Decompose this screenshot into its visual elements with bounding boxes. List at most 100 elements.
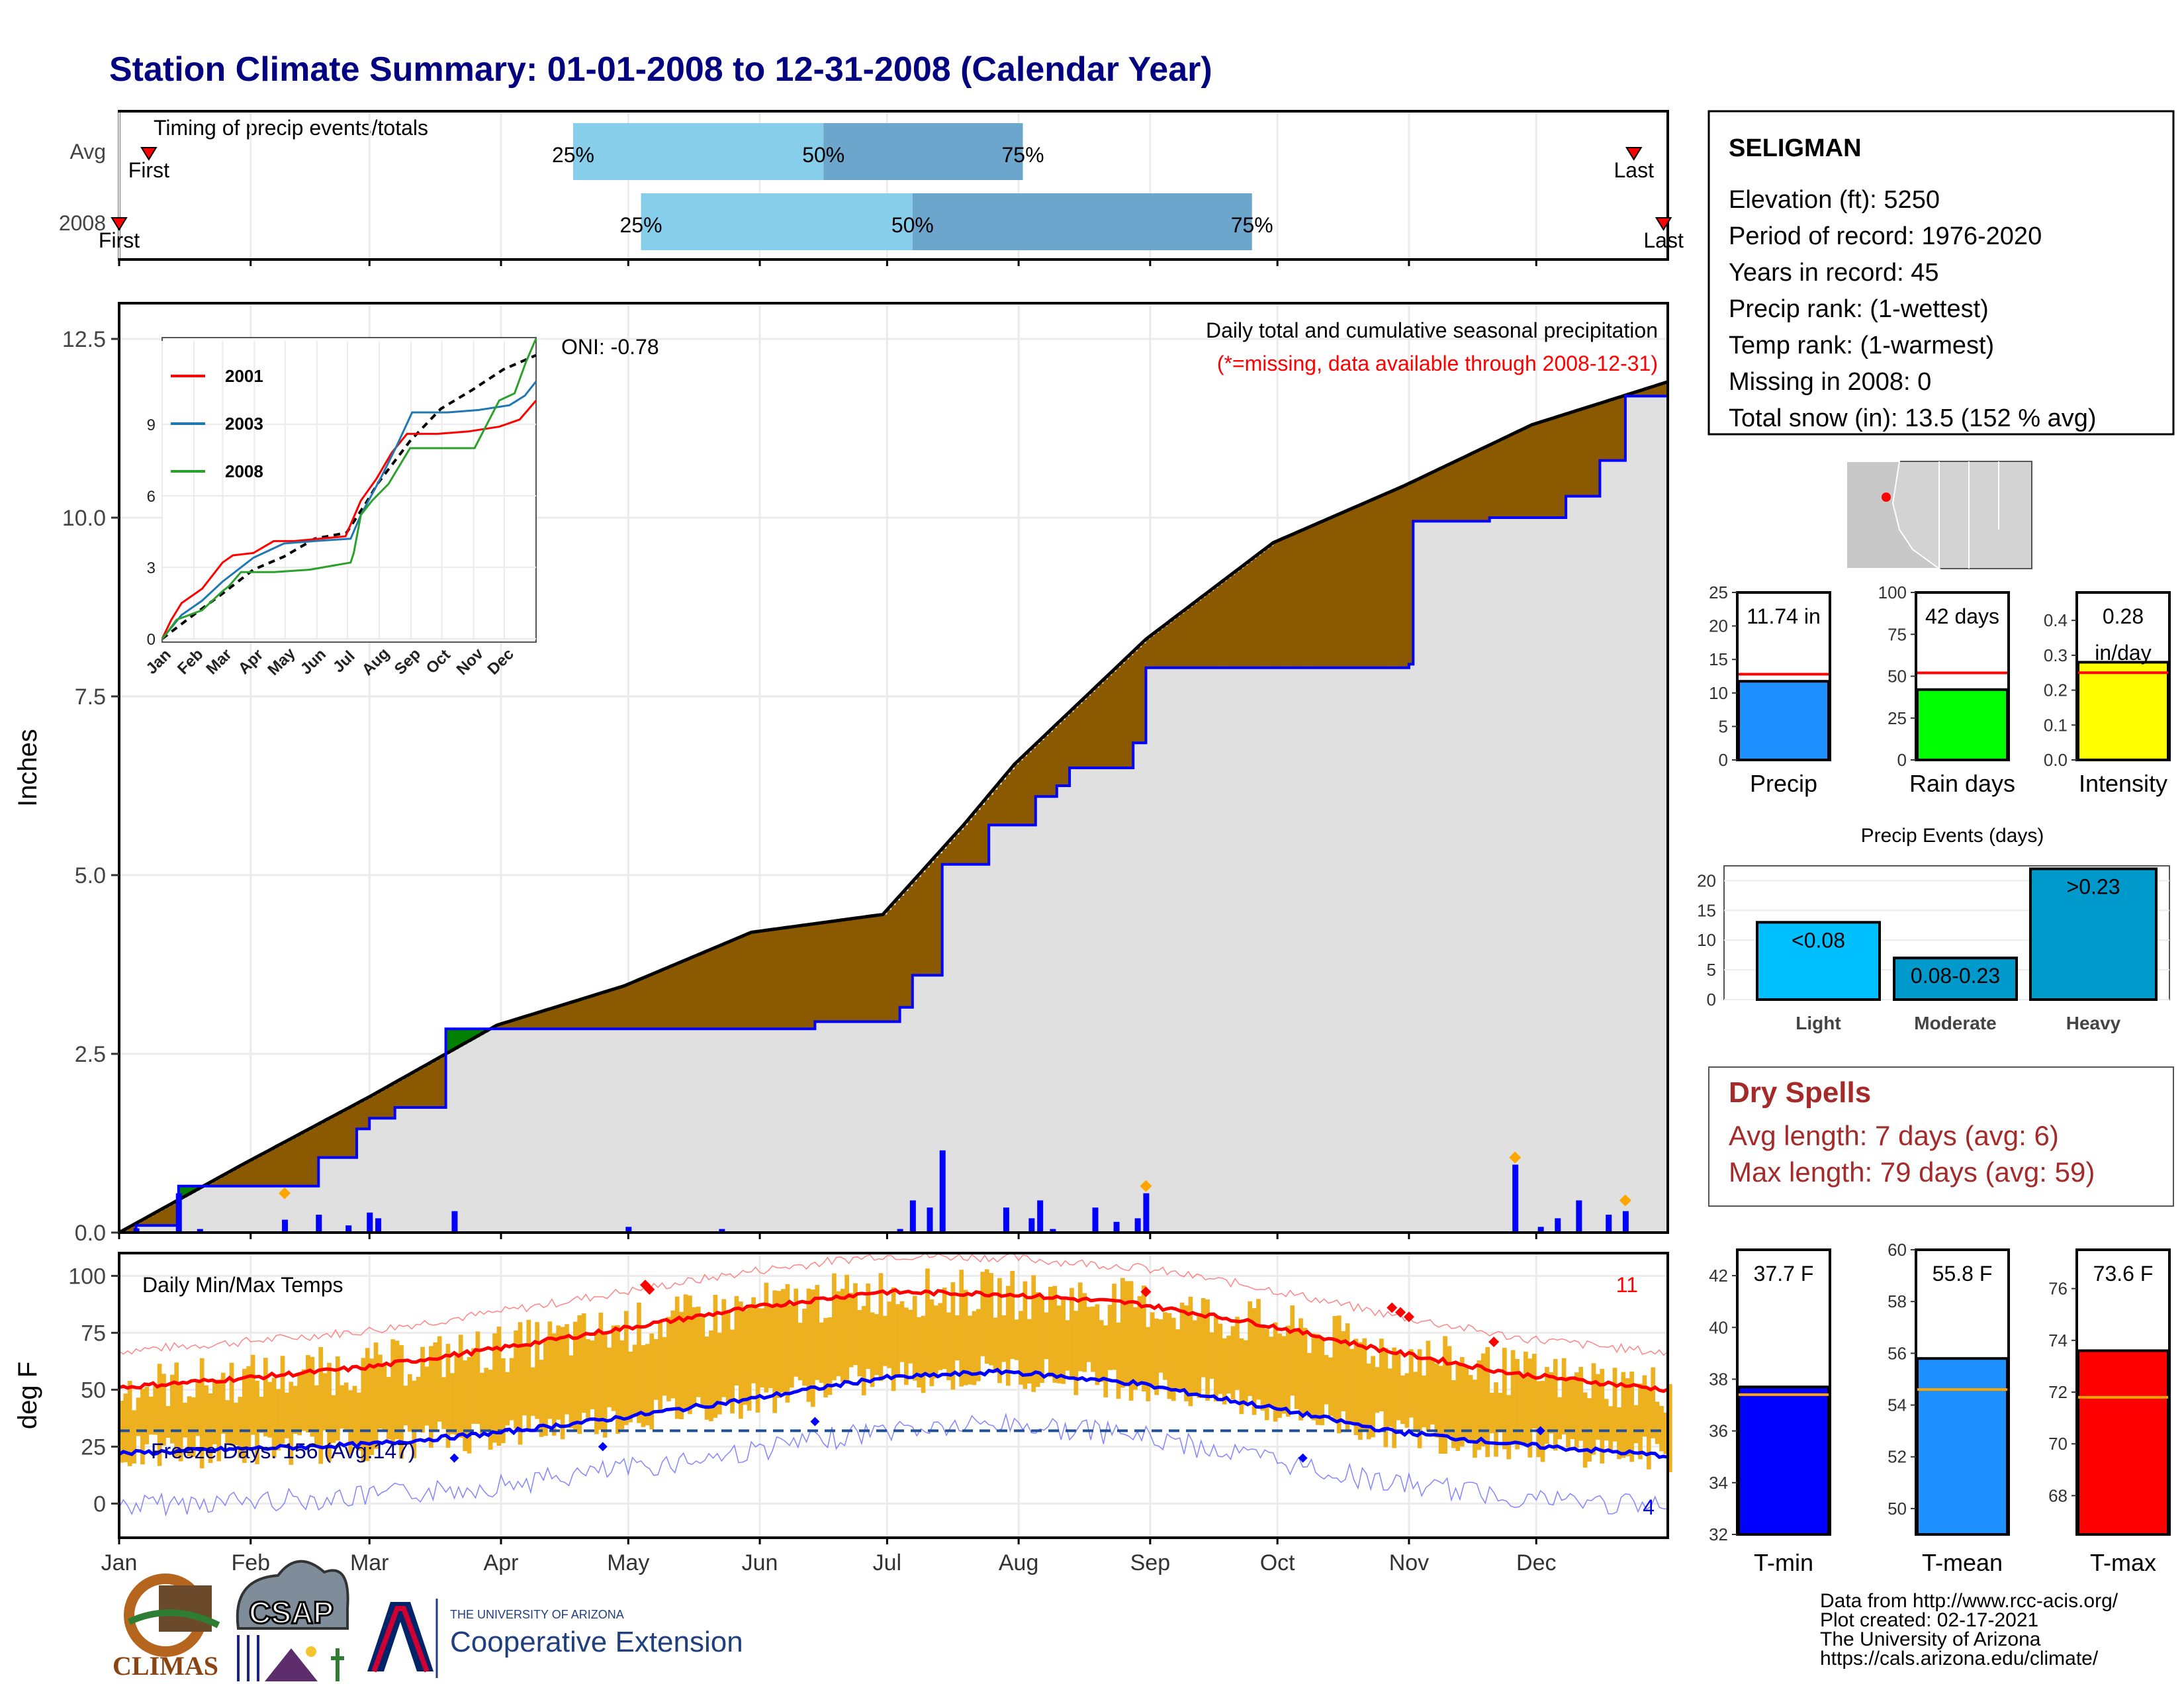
below-average-fill (632, 982, 637, 1029)
below-average-fill (157, 1211, 162, 1226)
cumulative-base-fill (739, 1029, 744, 1233)
cumulative-base-fill (887, 1021, 892, 1233)
below-average-fill (1069, 712, 1075, 768)
cumulative-base-fill (357, 1129, 362, 1233)
below-average-fill (429, 1063, 434, 1107)
daily-temp-bar (917, 1317, 921, 1387)
daily-temp-bar (1150, 1312, 1155, 1386)
cumulative-base-fill (785, 1029, 790, 1233)
below-average-fill (556, 1007, 561, 1029)
cumulative-base-fill (191, 1192, 196, 1233)
cumulative-base-fill (1336, 667, 1342, 1233)
cumulative-base-fill (1277, 667, 1283, 1233)
daily-temp-bar (1642, 1375, 1647, 1437)
below-average-fill (972, 815, 977, 865)
cumulative-base-fill (1158, 667, 1163, 1233)
cumulative-base-fill (1621, 460, 1626, 1233)
cumulative-base-fill (857, 1021, 862, 1233)
cumulative-base-fill (1019, 825, 1024, 1233)
month-label-nov: Nov (1389, 1550, 1429, 1575)
daily-temp-bar (1146, 1327, 1151, 1401)
below-average-fill (212, 1181, 218, 1186)
below-average-fill (285, 1142, 290, 1186)
cumulative-base-fill (946, 864, 952, 1233)
cumulative-base-fill (1052, 796, 1058, 1233)
below-average-fill (666, 968, 672, 1029)
below-average-fill (968, 820, 973, 865)
cumulative-base-fill (378, 1118, 383, 1233)
below-average-fill (1443, 467, 1448, 522)
daily-temp-bar (598, 1312, 604, 1430)
below-average-fill (522, 1017, 527, 1029)
below-average-fill (827, 921, 833, 1022)
below-average-fill (437, 1058, 442, 1107)
below-average-fill (670, 966, 676, 1029)
daily-temp-bar (848, 1293, 854, 1368)
daily-precip-bar (316, 1215, 322, 1233)
cumulative-base-fill (764, 1029, 769, 1233)
below-average-fill (848, 919, 854, 1022)
cumulative-base-fill (565, 1029, 570, 1233)
daily-temp-bar (942, 1288, 947, 1370)
below-average-fill (776, 929, 782, 1029)
average-cumulative-line (118, 380, 1668, 1235)
cumulative-base-fill (1044, 796, 1049, 1233)
cumulative-base-fill (572, 1029, 578, 1233)
station-name: SELIGMAN (1729, 134, 1862, 162)
daily-temp-bar (1019, 1311, 1023, 1385)
cumulative-base-fill (1498, 518, 1503, 1233)
cumulative-base-fill (1366, 667, 1371, 1233)
average-max-line (118, 1288, 1669, 1393)
below-average-fill (1137, 647, 1142, 743)
daily-temp-bar (1005, 1286, 1011, 1386)
cumulative-base-fill (1192, 667, 1197, 1233)
cumulative-base-fill (904, 1007, 909, 1233)
below-average-fill (645, 976, 650, 1029)
daily-temp-bar (921, 1315, 926, 1393)
below-average-fill (535, 1013, 540, 1029)
daily-temp-bar (950, 1282, 956, 1390)
daily-temp-bar (933, 1305, 938, 1379)
below-average-fill (1362, 504, 1367, 668)
small-chart-y-tick-label: 0.0 (2044, 750, 2068, 770)
small-chart-bar (2077, 1349, 2169, 1536)
below-average-fill (696, 955, 701, 1029)
daily-temp-bar (220, 1372, 226, 1434)
daily-temp-bar (984, 1269, 989, 1364)
below-average-fill (242, 1164, 247, 1186)
below-average-fill (832, 921, 837, 1022)
cumulative-base-fill (322, 1157, 328, 1233)
below-average-fill (794, 926, 799, 1029)
cumulative-base-fill (755, 1029, 760, 1233)
precip-y-tick-label: 10.0 (62, 506, 106, 531)
cumulative-base-fill (1426, 521, 1431, 1233)
cumulative-base-fill (1587, 496, 1592, 1233)
cumulative-base-fill (1026, 825, 1032, 1233)
footer-credits: Data from http://www.rcc-acis.org/ Plot … (1820, 1590, 2118, 1669)
cumulative-base-fill (1383, 667, 1388, 1233)
cumulative-base-fill (1023, 825, 1028, 1233)
cumulative-base-fill (1222, 667, 1227, 1233)
cumulative-base-fill (488, 1030, 493, 1233)
daily-temp-bar (433, 1342, 438, 1430)
below-average-fill (709, 950, 714, 1029)
inset-series-2001 (161, 400, 537, 639)
below-average-fill (1095, 687, 1100, 768)
daily-temp-bar (484, 1368, 489, 1431)
daily-temp-bar (1302, 1327, 1308, 1415)
below-average-fill (1413, 481, 1418, 522)
daily-temp-bar (619, 1340, 625, 1430)
cumulative-base-fill (509, 1029, 514, 1233)
cumulative-base-fill (1502, 518, 1507, 1233)
daily-temp-bar (954, 1315, 960, 1361)
cumulative-base-fill (1239, 667, 1244, 1233)
below-average-fill (140, 1221, 146, 1226)
precip-y-tick-label: 5.0 (75, 863, 106, 888)
below-average-fill (755, 931, 760, 1029)
daily-temp-bar (1201, 1298, 1206, 1378)
daily-temp-bar (1506, 1395, 1512, 1460)
daily-temp-bar (734, 1295, 739, 1386)
daily-temp-bar (882, 1315, 887, 1366)
below-average-fill (1031, 748, 1036, 825)
daily-temp-bar (1307, 1352, 1312, 1417)
